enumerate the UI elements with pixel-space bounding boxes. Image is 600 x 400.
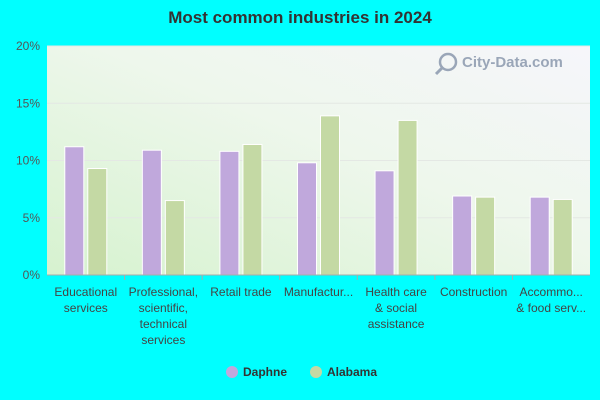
y-tick-label: 20% — [16, 39, 40, 53]
bar-daphne[interactable] — [141, 149, 162, 276]
x-tick-label: Manufactur... — [284, 285, 353, 299]
bar-alabama[interactable] — [320, 115, 340, 276]
bar-alabama[interactable] — [87, 168, 108, 276]
x-tick-label: assistance — [368, 317, 425, 331]
bar-alabama[interactable] — [475, 196, 496, 276]
x-tick-label: scientific, — [139, 301, 188, 315]
bar-alabama[interactable] — [164, 200, 185, 276]
bar-daphne[interactable] — [529, 196, 550, 276]
x-tick-label: Retail trade — [210, 285, 272, 299]
y-tick-label: 15% — [16, 96, 40, 110]
chart-title: Most common industries in 2024 — [168, 8, 432, 27]
legend-swatch-alabama — [310, 366, 322, 378]
x-tick-label: Accommo... — [520, 285, 583, 299]
legend-swatch-daphne — [226, 366, 238, 378]
watermark: City-Data.com — [434, 52, 563, 76]
x-tick-label: Construction — [440, 285, 507, 299]
y-tick-label: 0% — [23, 268, 41, 282]
legend-label-alabama: Alabama — [327, 365, 377, 379]
bar-daphne[interactable] — [452, 195, 473, 276]
bar-daphne[interactable] — [374, 170, 395, 276]
x-tick-label: Professional, — [129, 285, 198, 299]
bar-daphne[interactable] — [64, 146, 85, 276]
bar-alabama[interactable] — [397, 119, 418, 276]
legend-label-daphne: Daphne — [243, 365, 287, 379]
bar-alabama[interactable] — [552, 198, 573, 276]
x-tick-label: services — [141, 333, 185, 347]
bar-daphne[interactable] — [219, 150, 240, 276]
x-tick-label: & food serv... — [516, 301, 586, 315]
bar-alabama[interactable] — [242, 143, 263, 276]
watermark-text: City-Data.com — [462, 54, 563, 71]
x-tick-label: technical — [140, 317, 187, 331]
x-tick-label: services — [64, 301, 108, 315]
x-tick-label: Educational — [54, 285, 117, 299]
y-tick-label: 5% — [23, 211, 41, 225]
x-tick-label: & social — [375, 301, 417, 315]
city-data-logo-icon — [434, 52, 458, 76]
bar-daphne[interactable] — [297, 162, 317, 276]
x-tick-label: Health care — [365, 285, 427, 299]
y-tick-label: 10% — [16, 154, 40, 168]
